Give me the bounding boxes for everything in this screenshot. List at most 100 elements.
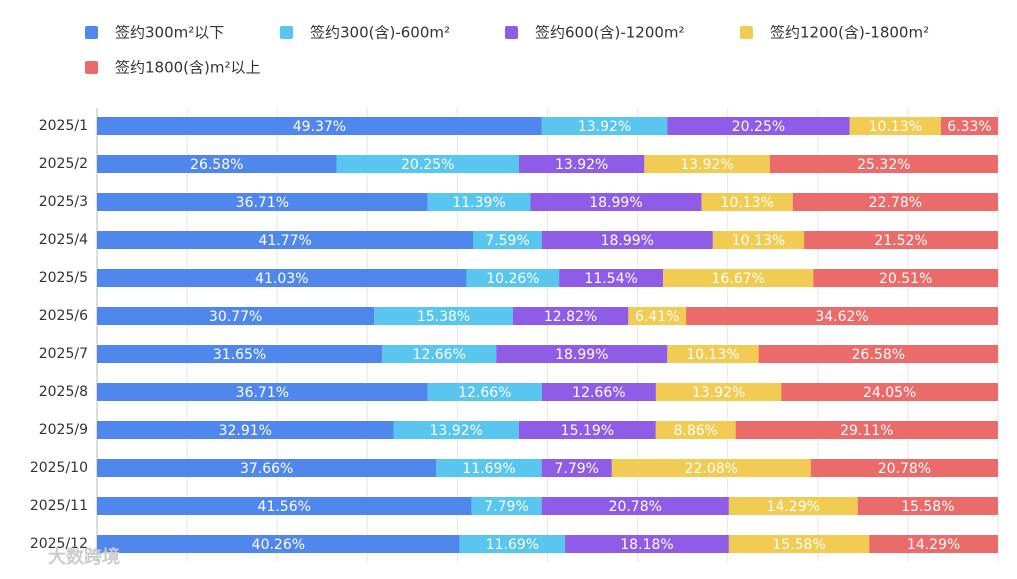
bar-segment [374, 307, 513, 325]
legend-swatch [740, 26, 753, 39]
value-label: 7.79% [484, 499, 528, 515]
value-label: 8.86% [673, 423, 717, 439]
value-label: 14.29% [907, 537, 960, 553]
value-label: 22.78% [869, 195, 922, 211]
bar-segment [459, 535, 566, 553]
bar-segment [512, 307, 629, 325]
bar-segment [518, 421, 656, 439]
bar-segment [97, 497, 472, 515]
bar-segment [769, 155, 998, 173]
bar-segment [667, 117, 850, 135]
bar-segment [393, 421, 519, 439]
value-label: 10.13% [720, 195, 773, 211]
value-label: 12.66% [413, 347, 466, 363]
y-tick-label: 2025/6 [39, 308, 88, 324]
watermark: 大数跨境 [48, 546, 120, 568]
bar-segment [810, 459, 998, 477]
value-label: 13.92% [680, 157, 733, 173]
bar-segment [97, 383, 428, 401]
bar-segment [382, 345, 497, 363]
bar-segment [97, 193, 428, 211]
value-label: 29.11% [840, 423, 893, 439]
y-tick-label: 2025/4 [39, 232, 88, 248]
bar-segment [940, 117, 998, 135]
y-tick-label: 2025/11 [30, 498, 88, 514]
value-label: 20.78% [609, 499, 662, 515]
bar-segment [644, 155, 770, 173]
bar-segment [758, 345, 999, 363]
bar-segment [735, 421, 998, 439]
value-label: 12.66% [572, 385, 625, 401]
value-label: 12.82% [544, 309, 597, 325]
bar-segment [97, 117, 542, 135]
value-label: 11.69% [486, 537, 539, 553]
value-label: 13.92% [430, 423, 483, 439]
bar-segment [541, 117, 668, 135]
value-label: 37.66% [240, 461, 293, 477]
y-tick-label: 2025/12 [30, 536, 88, 552]
bar-segment [655, 383, 782, 401]
bar-segment [97, 231, 474, 249]
y-tick-label: 2025/8 [39, 384, 88, 400]
value-label: 13.92% [578, 119, 631, 135]
value-label: 41.03% [255, 271, 308, 287]
bar-segment [559, 269, 664, 287]
value-label: 31.65% [213, 347, 266, 363]
bar-segment [97, 269, 467, 287]
bar-segment [97, 535, 460, 553]
bar-segment [97, 307, 375, 325]
bar-segment [97, 421, 394, 439]
value-label: 18.18% [620, 537, 673, 553]
bar-segment [849, 117, 941, 135]
y-tick-label: 2025/1 [39, 118, 88, 134]
value-label: 36.71% [236, 385, 289, 401]
value-label: 34.62% [815, 309, 868, 325]
value-label: 7.59% [485, 233, 529, 249]
y-tick-label: 2025/10 [30, 460, 88, 476]
value-label: 16.67% [712, 271, 765, 287]
bar-segment [97, 345, 383, 363]
value-label: 26.58% [852, 347, 905, 363]
bar-segment [436, 459, 542, 477]
value-label: 10.26% [486, 271, 539, 287]
value-label: 20.51% [879, 271, 932, 287]
value-label: 25.32% [857, 157, 910, 173]
value-label: 15.58% [901, 499, 954, 515]
legend-swatch [505, 26, 518, 39]
value-label: 32.91% [219, 423, 272, 439]
bar-segment [336, 155, 519, 173]
bar-segment [466, 269, 560, 287]
value-label: 15.38% [417, 309, 470, 325]
value-label: 7.79% [554, 461, 598, 477]
bar-segment [611, 459, 811, 477]
value-label: 20.25% [401, 157, 454, 173]
value-label: 13.92% [555, 157, 608, 173]
bar-segment [427, 383, 542, 401]
legend-swatch [85, 26, 98, 39]
bar-segment [869, 535, 998, 553]
value-label: 18.99% [601, 233, 654, 249]
value-label: 24.05% [863, 385, 916, 401]
value-label: 18.99% [555, 347, 608, 363]
bar-segment [655, 421, 736, 439]
value-label: 18.99% [589, 195, 642, 211]
bar-segment [473, 231, 542, 249]
bar-segment [686, 307, 998, 325]
y-tick-label: 2025/9 [39, 422, 88, 438]
value-label: 10.13% [869, 119, 922, 135]
value-label: 10.13% [686, 347, 739, 363]
legend-label: 签约300(含)-600m² [310, 24, 450, 42]
value-label: 36.71% [236, 195, 289, 211]
bar-segment [530, 193, 702, 211]
value-label: 30.77% [209, 309, 262, 325]
legend-label: 签约600(含)-1200m² [535, 24, 685, 42]
bar-segment [663, 269, 814, 287]
value-label: 15.58% [772, 537, 825, 553]
bar-segment [628, 307, 687, 325]
value-label: 22.08% [685, 461, 738, 477]
value-label: 15.19% [561, 423, 614, 439]
value-label: 41.77% [258, 233, 311, 249]
legend-label: 签约1200(含)-1800m² [770, 24, 929, 42]
value-label: 6.33% [947, 119, 991, 135]
